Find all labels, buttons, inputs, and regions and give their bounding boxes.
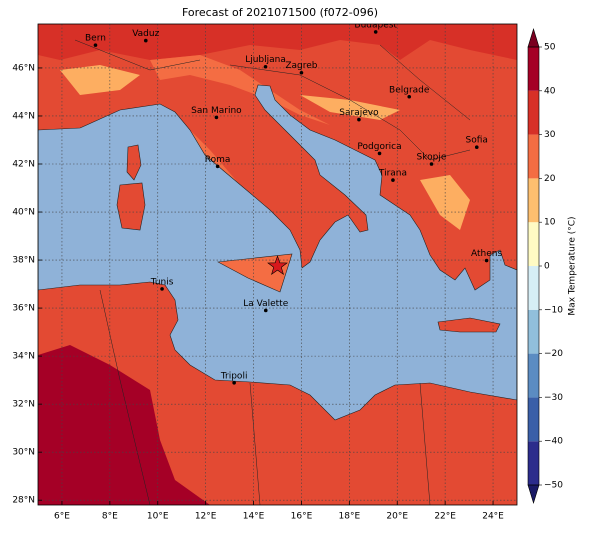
city-dot [429, 162, 434, 166]
x-tick-label: 10°E [147, 512, 169, 522]
x-tick-label: 8°E [102, 512, 118, 522]
land-north [38, 24, 517, 60]
location-star [267, 255, 288, 275]
colorbar-tick-label: 0 [544, 262, 550, 272]
y-tick-label: 40°N [12, 208, 35, 218]
colorbar-segment [528, 353, 539, 398]
x-tick-label: 22°E [434, 512, 456, 522]
borders [74, 39, 471, 505]
city-dot [357, 117, 361, 122]
colorbar-over [527, 27, 540, 48]
x-tick-label: 16°E [291, 512, 313, 522]
y-tick-label: 42°N [12, 160, 35, 170]
land-warm-band [150, 55, 330, 125]
city-label: Ljubljana [245, 55, 286, 65]
colorbar-segment [528, 441, 539, 485]
colorbar-tick-label: 10 [544, 218, 556, 228]
city-label: Sarajevo [339, 108, 379, 118]
city-dot [215, 164, 220, 169]
city-label: Roma [205, 155, 231, 165]
axes: 6°E 8°E 10°E 12°E 14°E 16°E 18°E 20°E 22°E 24°E 28… [12, 63, 504, 521]
city-dot [232, 380, 236, 385]
city-label: San Marino [191, 106, 242, 116]
sahara [38, 345, 210, 505]
city-dot [474, 145, 479, 149]
city-label: Belgrade [389, 85, 430, 95]
colorbar-segment [528, 47, 539, 91]
city-label: Budapest [354, 20, 397, 30]
colorbar: 50 40 30 20 10 0 −10 −20 −30 −40 −50 Max Temperatur… [527, 27, 578, 505]
x-tick-label: 18°E [339, 512, 361, 522]
x-tick-label: 14°E [243, 512, 265, 522]
colorbar-tick-label: 40 [544, 86, 556, 96]
city-label: Skopje [417, 153, 447, 163]
map-frame [37, 23, 518, 506]
city-dot [299, 70, 304, 75]
city-label: Athens [471, 249, 502, 259]
colorbar-segment [528, 134, 539, 179]
colorbar-tick-label: −20 [544, 349, 563, 359]
y-tick-label: 38°N [12, 256, 35, 266]
colorbar-segment [528, 178, 539, 223]
city-label: Tunis [150, 277, 174, 287]
y-tick-label: 34°N [12, 352, 35, 362]
city-dot [377, 151, 382, 156]
city-label: Zagreb [285, 61, 317, 71]
colorbar-tick-label: 30 [544, 130, 556, 140]
city-dot [214, 115, 219, 120]
city-dot [407, 94, 412, 99]
city-label: Bern [85, 34, 106, 44]
city-label: La Valette [243, 299, 288, 309]
colorbar-under [527, 484, 540, 505]
colorbar-tick-label: 20 [544, 174, 556, 184]
y-tick-label: 32°N [12, 400, 35, 410]
colorbar-segment [528, 90, 539, 135]
colorbar-tick-label: −10 [544, 305, 563, 315]
city-label: Podgorica [357, 142, 401, 152]
colorbar-tick-label: −40 [544, 437, 563, 447]
sardinia [116, 182, 146, 231]
city-label: Tirana [378, 169, 407, 179]
x-tick-label: 6°E [54, 512, 70, 522]
map-title: Forecast of 2021071500 (f072-096) [182, 6, 378, 19]
colorbar-label: Max Temperature (°C) [568, 216, 578, 315]
colorbar-tick-label: −50 [544, 481, 563, 491]
city-dot [93, 43, 98, 47]
crete [437, 317, 501, 333]
city-label: Sofia [466, 136, 488, 146]
y-tick-label: 46°N [12, 63, 35, 73]
city-dot [263, 64, 268, 69]
x-tick-label: 20°E [386, 512, 408, 522]
city-dot [484, 258, 489, 263]
y-tick-label: 44°N [12, 111, 35, 121]
colorbar-tick-label: −30 [544, 393, 563, 403]
y-tick-label: 36°N [12, 304, 35, 314]
colorbar-tick-label: 50 [544, 43, 556, 53]
colorbar-segment [528, 266, 539, 310]
city-dot [263, 308, 268, 313]
colorbar-segment [528, 397, 539, 442]
x-tick-label: 12°E [195, 512, 217, 522]
city-label: Vaduz [132, 29, 159, 39]
city-label: Tripoli [220, 371, 248, 381]
city-dot [373, 30, 378, 34]
city-dot [160, 287, 164, 291]
x-tick-label: 24°E [482, 512, 504, 522]
city-dot [391, 178, 395, 182]
y-tick-label: 28°N [12, 496, 35, 506]
colorbar-segment [528, 222, 539, 266]
colorbar-segment [528, 309, 539, 354]
city-dot [143, 38, 148, 43]
corsica [126, 144, 142, 181]
y-tick-label: 30°N [12, 448, 35, 458]
